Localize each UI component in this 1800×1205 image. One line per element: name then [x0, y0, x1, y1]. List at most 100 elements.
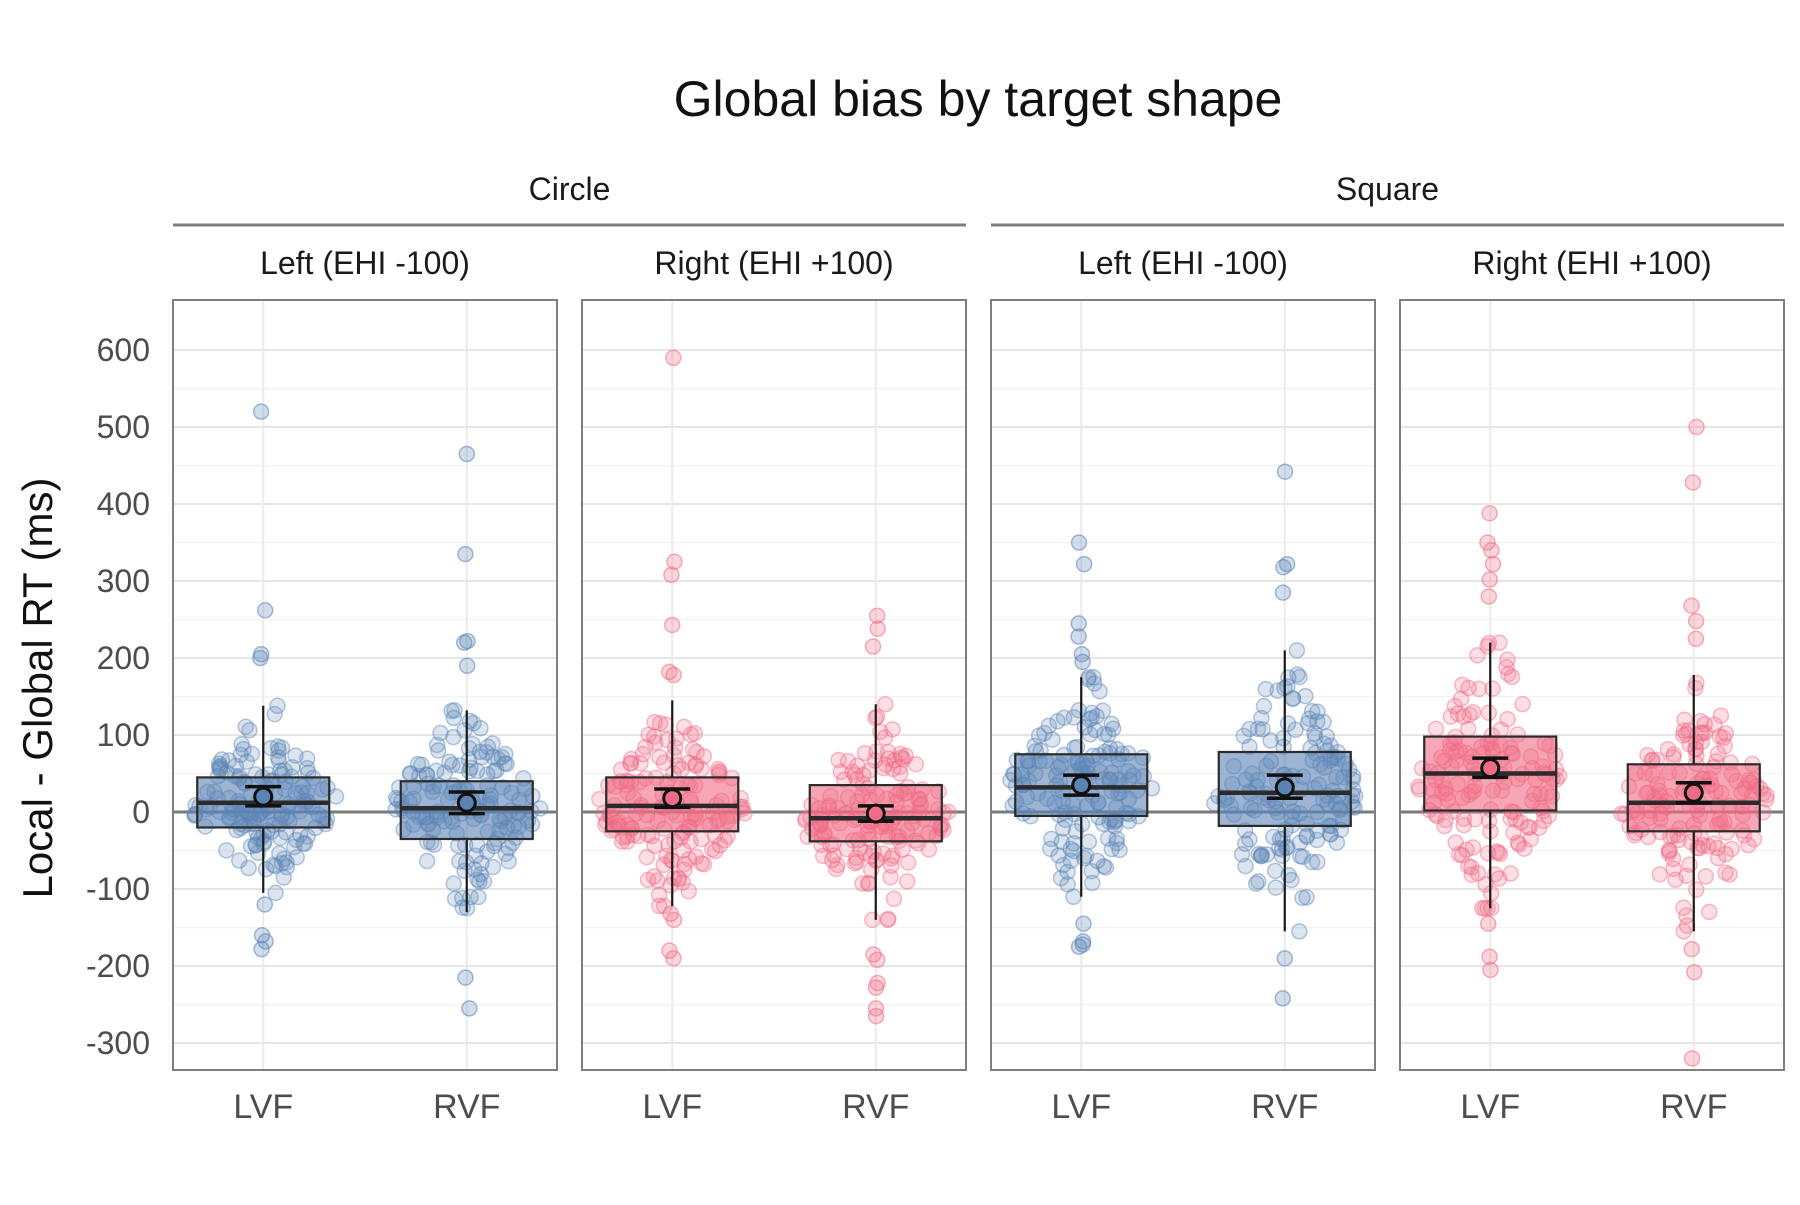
observation-point	[622, 754, 639, 772]
y-tick-label: 100	[97, 717, 150, 753]
outlier-point	[252, 649, 269, 667]
observation-point	[1446, 697, 1464, 715]
observation-point	[1059, 863, 1076, 881]
observation-point	[1106, 814, 1123, 831]
outlier-point	[1481, 948, 1498, 966]
observation-point	[716, 831, 733, 849]
observation-point	[879, 743, 897, 761]
observation-point	[218, 842, 235, 859]
observation-point	[1708, 839, 1726, 857]
observation-point	[1484, 680, 1501, 697]
observation-point	[1721, 866, 1738, 883]
observation-point	[1059, 876, 1076, 893]
panel-strip-label: Right (EHI +100)	[1472, 245, 1711, 281]
observation-point	[675, 718, 693, 736]
panel-border	[990, 299, 1376, 1071]
panel-border	[581, 299, 967, 1071]
observation-point	[1476, 900, 1493, 917]
observation-point	[634, 745, 652, 763]
observation-point	[1639, 746, 1656, 764]
outlier-point	[867, 1007, 885, 1025]
observation-point	[1464, 703, 1482, 721]
observation-point	[829, 856, 846, 874]
observation-point	[1491, 634, 1508, 651]
observation-point	[496, 755, 513, 772]
outlier-point	[461, 1000, 478, 1017]
observation-point	[1486, 866, 1504, 883]
observation-point	[1303, 702, 1321, 720]
observation-point	[1454, 676, 1471, 694]
outlier-point	[1070, 938, 1088, 956]
observation-point	[232, 746, 249, 764]
observation-point	[1055, 709, 1073, 726]
observation-point	[1521, 819, 1538, 836]
outlier-point	[256, 896, 274, 913]
outlier-point	[1276, 950, 1294, 967]
observation-point	[1687, 741, 1705, 758]
observation-point	[1262, 732, 1279, 749]
observation-point	[1085, 669, 1102, 686]
observation-point	[1535, 812, 1553, 830]
observation-point	[213, 751, 231, 768]
observation-point	[531, 800, 549, 817]
observation-point	[895, 750, 912, 768]
observation-point	[1091, 683, 1108, 700]
observation-point	[1758, 787, 1775, 804]
observation-point	[884, 721, 901, 738]
outlier-point	[456, 634, 473, 651]
observation-point	[1665, 749, 1682, 766]
outlier-point	[457, 969, 474, 986]
observation-point	[1274, 830, 1291, 848]
observation-point	[1458, 841, 1475, 859]
observation-point	[1298, 828, 1316, 846]
observation-point	[488, 762, 505, 779]
observation-point	[445, 728, 462, 746]
observation-point	[1099, 830, 1117, 847]
facet-strip-label: Circle	[529, 171, 611, 207]
observation-point	[1661, 842, 1678, 860]
observation-point	[484, 735, 501, 752]
observation-point	[1328, 834, 1346, 851]
observation-point	[1237, 857, 1254, 875]
observation-point	[687, 757, 705, 774]
observation-point	[1455, 816, 1473, 834]
observation-point	[1470, 680, 1488, 698]
observation-point	[710, 760, 727, 778]
outlier-point	[663, 616, 681, 634]
observation-point	[839, 752, 857, 770]
observation-point	[1322, 826, 1340, 843]
observation-point	[680, 850, 698, 868]
observation-point	[1716, 737, 1733, 755]
observation-point	[864, 911, 881, 929]
observation-point	[830, 751, 847, 769]
observation-point	[1026, 737, 1044, 755]
observation-point	[891, 765, 909, 782]
observation-point	[275, 869, 293, 886]
observation-point	[1461, 706, 1478, 724]
observation-point	[1291, 847, 1309, 865]
outlier-point	[1481, 571, 1499, 588]
mean-point	[1683, 782, 1704, 803]
outlier-point	[1683, 597, 1700, 614]
observation-point	[1700, 838, 1717, 855]
observation-point	[210, 755, 228, 772]
observation-point	[1676, 711, 1693, 729]
outlier-point	[257, 933, 274, 950]
outlier-point	[1687, 630, 1705, 648]
observation-point	[1687, 679, 1704, 697]
observation-point	[428, 736, 446, 754]
observation-point	[1510, 836, 1528, 853]
observation-point	[1715, 729, 1732, 747]
observation-point	[1709, 849, 1727, 867]
observation-point	[1097, 859, 1115, 876]
observation-point	[467, 847, 485, 865]
outlier-point	[1070, 615, 1088, 632]
observation-point	[1717, 864, 1734, 882]
observation-point	[1522, 830, 1539, 848]
observation-point	[278, 858, 296, 876]
observation-point	[1306, 729, 1324, 746]
mean-point	[1071, 775, 1092, 796]
panel-border	[172, 299, 558, 1071]
observation-point	[1675, 923, 1692, 940]
